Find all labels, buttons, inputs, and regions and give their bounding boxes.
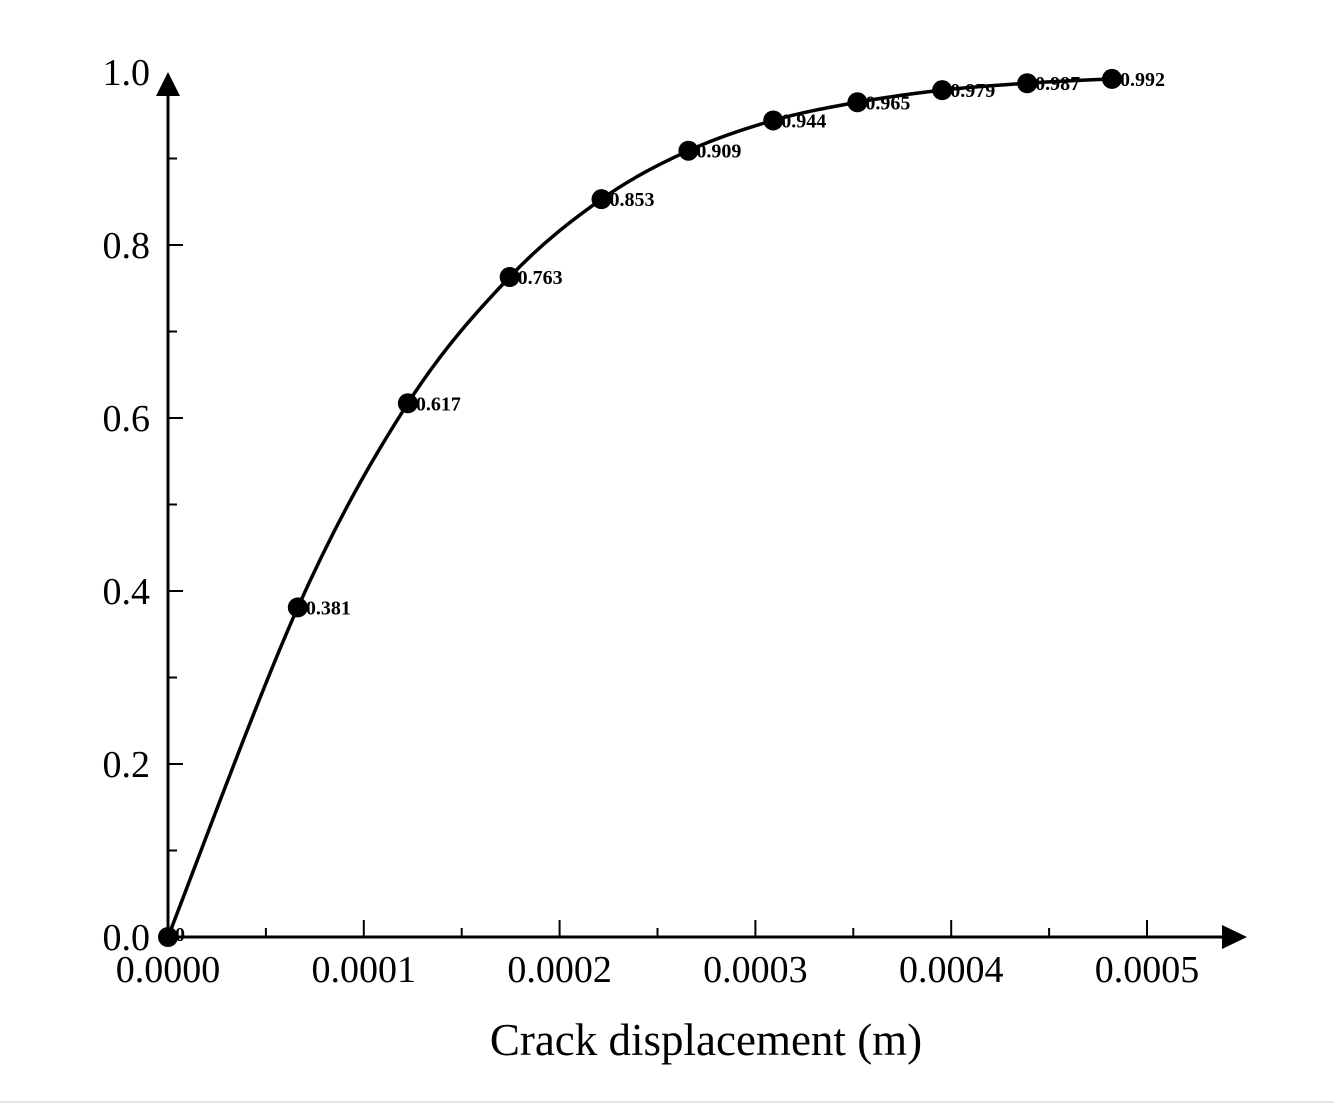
axes	[156, 72, 1247, 949]
data-labels: 0 0.381 0.617 0.763 0.853 0.909 0.944 0.965 0.97…	[175, 69, 1165, 946]
data-point	[847, 92, 868, 113]
data-point	[763, 110, 784, 131]
data-point	[932, 80, 953, 101]
data-label: 0.381	[306, 597, 351, 619]
data-point	[287, 597, 308, 618]
data-point	[678, 140, 699, 161]
bottom-divider	[0, 1101, 1334, 1103]
x-tick-label: 0.0001	[312, 949, 417, 991]
ticks	[168, 157, 1148, 937]
data-label: 0.992	[1120, 69, 1165, 91]
y-tick-label: 0.6	[103, 398, 151, 440]
x-tick-label: 0.0005	[1095, 949, 1200, 991]
data-label: 0.979	[950, 80, 995, 102]
data-point	[1101, 68, 1122, 89]
x-axis-arrow	[1222, 925, 1247, 949]
data-points	[158, 68, 1122, 947]
y-tick-label: 0.0	[103, 917, 151, 959]
data-label: 0.944	[781, 110, 826, 132]
y-tick-label: 0.4	[103, 571, 151, 613]
data-point	[1017, 73, 1038, 94]
data-label: 0.617	[416, 393, 461, 415]
data-point	[158, 927, 178, 947]
x-tick-label: 0.0000	[116, 949, 221, 991]
y-axis-arrow	[156, 72, 180, 96]
data-label: 0.987	[1035, 73, 1080, 95]
x-axis-label: Crack displacement (m)	[490, 1015, 922, 1065]
data-label: 0.965	[865, 92, 910, 114]
data-label: 0	[175, 924, 185, 946]
x-tick-label: 0.0004	[899, 949, 1004, 991]
y-tick-label: 1.0	[103, 52, 151, 94]
data-point	[499, 267, 520, 288]
data-point	[591, 189, 612, 210]
data-label: 0.909	[696, 141, 741, 163]
data-point	[397, 393, 418, 414]
tick-labels: 0.0000 0.0001 0.0002 0.0003 0.0004 0.0005 0.0 0…	[103, 52, 1200, 991]
data-label: 0.763	[518, 267, 563, 289]
x-tick-label: 0.0002	[507, 949, 612, 991]
y-tick-label: 0.8	[103, 225, 151, 267]
data-label: 0.853	[610, 189, 655, 211]
x-tick-label: 0.0003	[703, 949, 808, 991]
y-tick-label: 0.2	[103, 744, 151, 786]
